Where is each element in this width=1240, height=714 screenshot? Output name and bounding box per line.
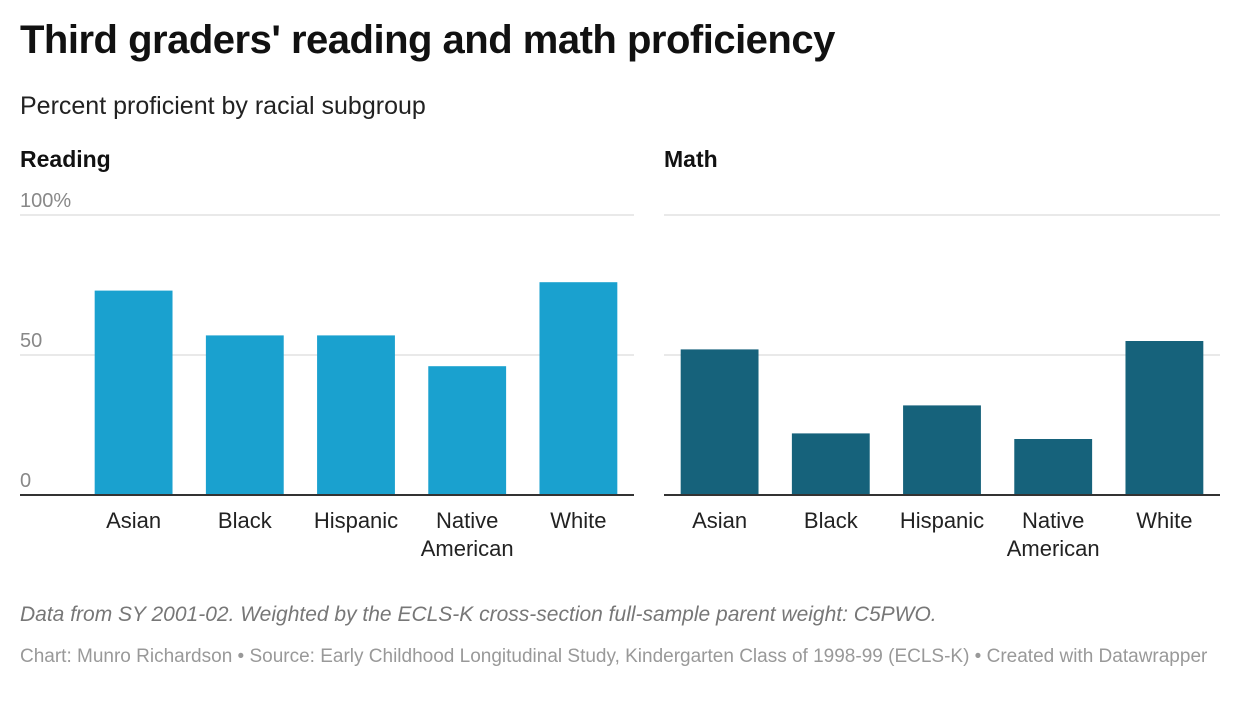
source-credits: Chart: Munro Richardson • Source: Early … bbox=[20, 646, 1208, 667]
bar-asian bbox=[680, 349, 759, 495]
x-tick-label: Hispanic bbox=[900, 508, 984, 533]
bar-hispanic bbox=[317, 335, 395, 495]
panel-title: Math bbox=[664, 146, 718, 172]
chart-subtitle: Percent proficient by racial subgroup bbox=[20, 92, 426, 120]
bar-charts: Reading 0 50 100% Asian Black Hispanic Native Am… bbox=[20, 146, 1220, 561]
x-tick-label: White bbox=[1136, 508, 1192, 533]
bar-black bbox=[205, 335, 284, 495]
panel-title: Reading bbox=[20, 146, 111, 172]
x-tick-label: Black bbox=[218, 508, 273, 533]
x-tick-label: Black bbox=[804, 508, 859, 533]
bar-asian bbox=[94, 290, 173, 495]
bar-white bbox=[1125, 341, 1204, 495]
y-tick-label: 50 bbox=[20, 330, 42, 352]
x-tick-label: Native American bbox=[421, 508, 514, 561]
bar-black bbox=[791, 433, 870, 495]
y-tick-label: 0 bbox=[20, 470, 31, 492]
bar-native-american bbox=[428, 366, 507, 495]
x-tick-label: Hispanic bbox=[314, 508, 398, 533]
y-tick-label: 100% bbox=[20, 190, 71, 212]
bar-hispanic bbox=[903, 405, 981, 495]
x-tick-label: Asian bbox=[692, 508, 747, 533]
x-tick-label: White bbox=[550, 508, 606, 533]
panel-1: Math Asian Black Hispanic Native American Whit… bbox=[664, 146, 1220, 561]
chart-title: Third graders' reading and math proficie… bbox=[20, 18, 835, 62]
bar-native-american bbox=[1014, 439, 1093, 495]
panel-0: Reading 0 50 100% Asian Black Hispanic Native Am… bbox=[20, 146, 634, 561]
x-tick-label: Asian bbox=[106, 508, 161, 533]
data-note: Data from SY 2001-02. Weighted by the EC… bbox=[20, 603, 937, 626]
x-tick-label: Native American bbox=[1007, 508, 1100, 561]
bar-white bbox=[539, 282, 618, 495]
